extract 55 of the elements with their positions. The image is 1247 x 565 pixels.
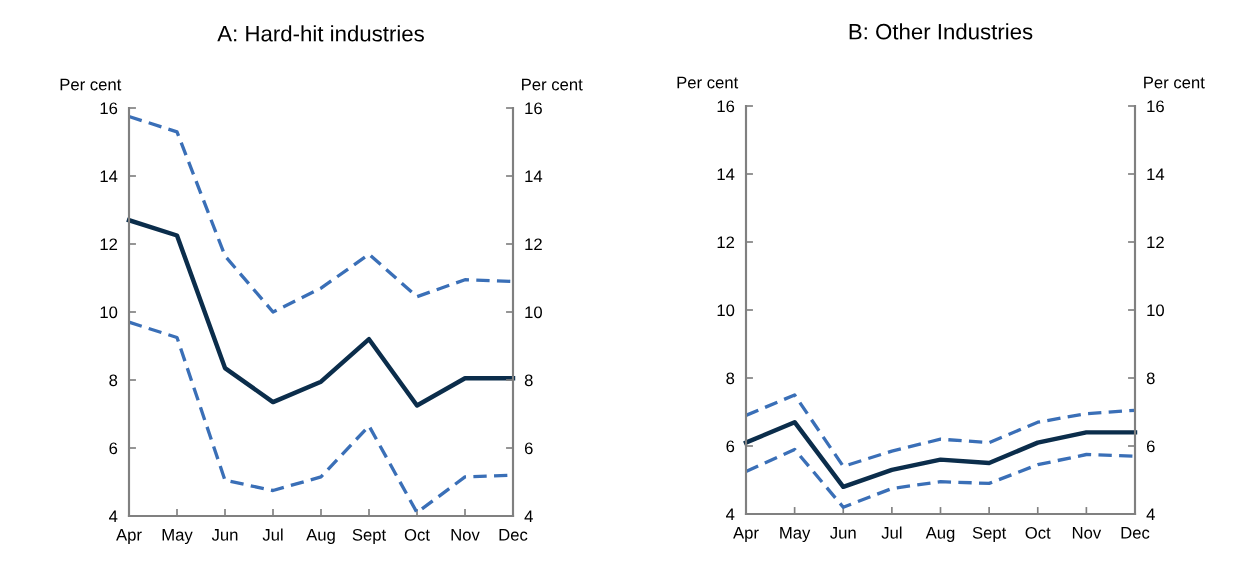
x-tick-label: Jul [262,528,283,541]
x-tick-label: Sept [352,528,387,545]
x-tick-label: Jun [211,529,238,541]
x-tick-label: Oct [1025,526,1051,539]
y-tick-label: 8 [726,372,735,385]
y2-axis-title: Per cent [1144,76,1205,89]
y2-tick-label: 6 [524,442,533,455]
y-tick-label: 12 [100,238,118,251]
x-tick-label: May [162,529,193,545]
x-tick-label: Nov [1072,527,1102,539]
y-tick-label: 14 [717,168,735,181]
y2-tick-label: 4 [1146,508,1155,521]
y2-tick-label: 16 [1147,100,1164,113]
x-tick-label: Jun [830,527,856,539]
chart-title: B: Other Industries [849,23,1033,40]
x-tick-label: Apr [733,527,759,543]
x-tick-label: Dec [1121,527,1150,539]
y2-tick-label: 16 [525,102,542,115]
y-tick-label: 16 [717,100,735,113]
line-series [126,217,516,408]
y-tick-label: 14 [100,170,118,183]
y-axis-title: Per cent [677,76,739,89]
x-tick-label: Sept [972,526,1007,543]
y-tick-label: 10 [717,304,735,317]
x-tick-label: May [780,527,811,543]
y-tick-label: 16 [100,102,118,115]
x-tick-label: Dec [499,529,528,541]
x-tick-label: Jul [881,526,902,539]
y2-tick-label: 14 [525,170,543,183]
y2-tick-label: 10 [525,306,542,319]
x-tick-label: Aug [925,527,955,543]
y2-tick-label: 12 [1147,236,1164,249]
y2-axis-title: Per cent [522,78,583,91]
y-tick-label: 4 [109,510,118,523]
y-tick-label: 8 [109,374,118,387]
chart-title: A: Hard-hit industries [217,25,424,42]
line-series [743,419,1138,490]
y-tick-label: 4 [726,508,735,521]
x-tick-label: Oct [404,528,430,541]
x-tick-label: Aug [306,529,335,545]
y2-tick-label: 12 [525,238,542,251]
y2-tick-label: 6 [1146,440,1155,453]
y-tick-label: 10 [100,306,118,319]
y2-tick-label: 8 [524,374,533,387]
x-tick-label: Apr [116,529,142,545]
y-tick-label: 6 [109,442,118,455]
y-tick-label: 12 [717,236,735,249]
line-series [744,393,1137,469]
y2-tick-label: 4 [524,510,533,523]
y2-tick-label: 8 [1146,372,1155,385]
y-axis-title: Per cent [60,78,122,91]
x-tick-label: Nov [451,529,480,541]
y-tick-label: 6 [726,440,735,453]
y2-tick-label: 14 [1147,168,1165,181]
y2-tick-label: 10 [1147,304,1164,317]
